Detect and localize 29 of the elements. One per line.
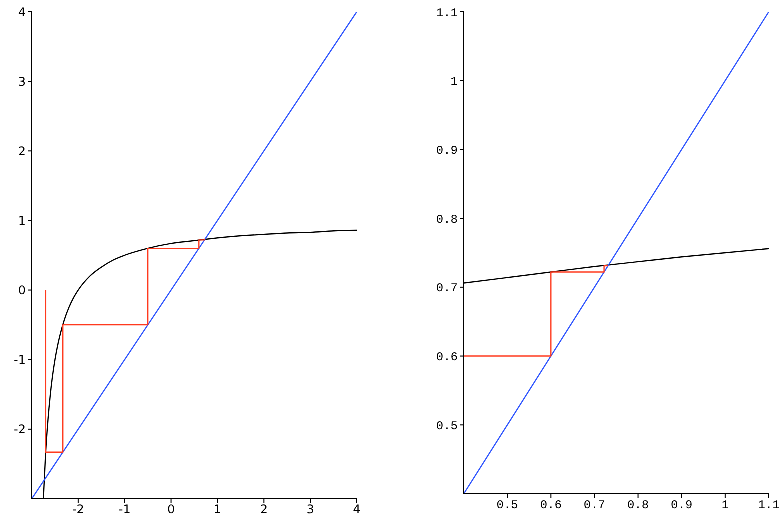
y-tick-label: 0.8 (436, 212, 458, 227)
y-tick-label: 0.7 (436, 282, 458, 296)
y-tick-label: -1 (14, 353, 26, 368)
y-tick-label: 4 (18, 5, 26, 20)
x-tick-label: 0.7 (584, 498, 606, 513)
x-tick-label: 1 (214, 502, 222, 515)
y-tick-label: 3 (18, 74, 26, 89)
y-tick-label: 1.1 (436, 6, 458, 20)
x-tick-label: 0.8 (627, 498, 650, 513)
y-tick-label: 1 (18, 214, 26, 228)
x-tick-label: 0 (167, 502, 176, 515)
y-tick-label: 2 (18, 144, 26, 158)
x-tick-label: 1.1 (758, 498, 780, 513)
y-tick-label: 0.9 (436, 144, 458, 158)
y-tick-label: 1 (450, 75, 458, 90)
y-tick-label: -2 (14, 422, 26, 437)
x-tick-label: 0.9 (671, 498, 693, 513)
x-tick-label: 2 (260, 502, 268, 515)
x-tick-label: 0.6 (540, 498, 562, 513)
y-tick-label: 0.5 (436, 419, 458, 434)
x-tick-label: -2 (72, 502, 84, 515)
x-tick-label: 4 (353, 502, 361, 515)
y-tick-label: 0 (18, 284, 26, 298)
x-tick-label: 1 (722, 498, 730, 513)
y-tick-label: 0.6 (436, 350, 458, 365)
x-tick-label: -1 (118, 502, 131, 515)
line-series (45, 238, 206, 453)
x-tick-label: 3 (306, 502, 314, 515)
x-tick-label: 0.5 (496, 498, 518, 513)
